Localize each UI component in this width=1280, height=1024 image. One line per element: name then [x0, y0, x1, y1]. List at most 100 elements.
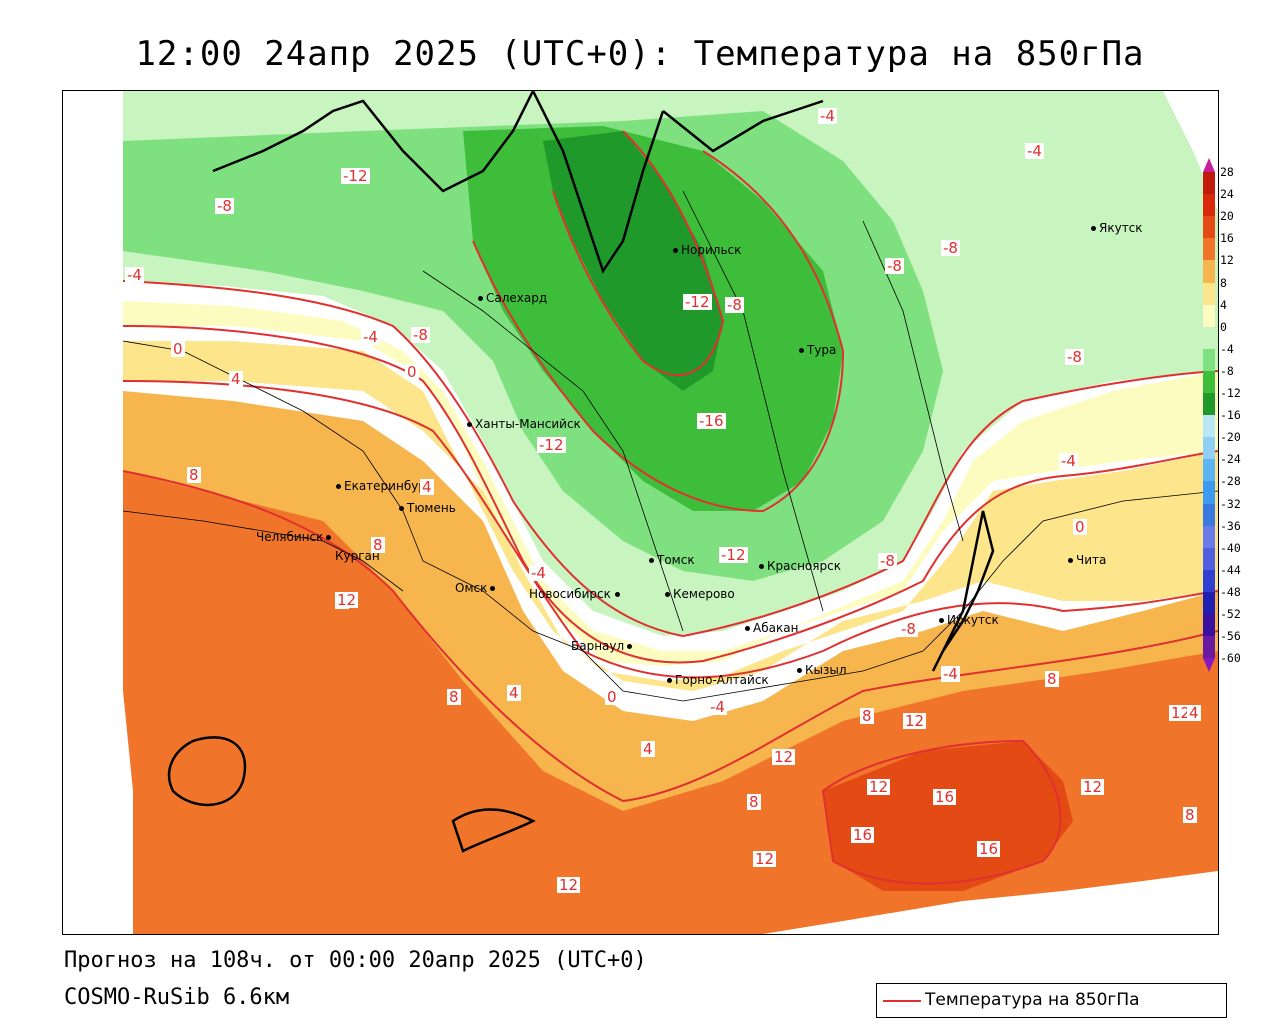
city-marker-icon — [939, 618, 944, 623]
contour-label: 16 — [933, 788, 957, 806]
contour-label: -12 — [719, 546, 748, 564]
contour-label: 8 — [187, 466, 201, 484]
colorbar-segment — [1203, 326, 1215, 350]
contour-label: -4 — [1059, 452, 1078, 470]
city-khanty-mansiysk: Ханты-Мансийск — [467, 417, 581, 431]
colorbar-max-arrow-icon — [1203, 158, 1215, 172]
legend-label: Температура на 850гПа — [925, 990, 1140, 1010]
city-chelyabinsk: Челябинск — [256, 530, 334, 544]
city-kyzyl: Кызыл — [797, 663, 847, 677]
colorbar-segment — [1203, 415, 1215, 438]
temperature-map[interactable]: Норильск Якутск Салехард Тура Ханты-Манс… — [62, 90, 1219, 935]
boundaries — [122, 190, 1218, 702]
colorbar-tick-label: 20 — [1220, 209, 1234, 224]
temperature-fill — [63, 91, 1218, 934]
colorbar-tick-label: -12 — [1220, 386, 1241, 400]
colorbar-segment — [1203, 172, 1215, 195]
map-canvas — [63, 91, 1218, 934]
contour-label: 12 — [753, 850, 777, 868]
contour-label: 4 — [420, 478, 434, 496]
contour-label: -4 — [125, 266, 144, 284]
contour-label: 16 — [977, 840, 1001, 858]
city-marker-icon — [797, 668, 802, 673]
colorbar-segment — [1203, 503, 1215, 527]
city-marker-icon — [627, 644, 633, 649]
city-marker-icon — [665, 592, 670, 597]
contour-label: -8 — [941, 239, 960, 257]
colorbar-tick-label: -60 — [1220, 651, 1241, 666]
city-tomsk: Томск — [649, 553, 695, 567]
city-marker-icon — [336, 484, 341, 489]
contour-lines — [122, 130, 1218, 885]
colorbar-segment — [1203, 370, 1215, 394]
city-marker-icon — [745, 626, 750, 631]
colorbar-tick-label: -52 — [1220, 607, 1241, 621]
contour-label: 8 — [860, 707, 874, 725]
colorbar-segment — [1203, 304, 1215, 328]
colorbar-segment — [1203, 636, 1215, 659]
contour-label: -4 — [1025, 142, 1044, 160]
contour-label: -12 — [537, 436, 566, 454]
contour-label: 12 — [557, 876, 581, 894]
city-novosibirsk: Новосибирск — [529, 587, 623, 601]
city-marker-icon — [490, 586, 496, 591]
contour-label: 8 — [1045, 670, 1059, 688]
colorbar-segment — [1203, 194, 1215, 217]
coastlines — [167, 91, 995, 853]
colorbar-tick-label: -8 — [1220, 363, 1234, 378]
city-kemerovo: Кемерово — [665, 587, 735, 601]
contour-label: -4 — [529, 564, 548, 582]
colorbar-tick-label: -24 — [1220, 452, 1241, 467]
colorbar-segment — [1203, 547, 1215, 571]
colorbar-segment — [1203, 393, 1215, 416]
colorbar-segment — [1203, 238, 1215, 261]
city-marker-icon — [799, 348, 804, 353]
contour-label: 12 — [335, 591, 359, 609]
colorbar-tick-label: -48 — [1220, 584, 1241, 599]
colorbar-segment — [1203, 216, 1215, 239]
colorbar-segment — [1203, 614, 1215, 637]
colorbar-min-arrow-icon — [1203, 658, 1215, 673]
contour-label: -4 — [818, 107, 837, 125]
contour-label: 12 — [903, 712, 927, 730]
contour-label: -8 — [215, 197, 234, 215]
legend-box: Температура на 850гПа — [876, 983, 1227, 1018]
colorbar-segment — [1203, 591, 1215, 615]
city-irkutsk: Иркутск — [939, 613, 999, 627]
city-marker-icon — [667, 678, 672, 683]
legend-line-icon — [883, 1000, 921, 1002]
city-marker-icon — [1068, 558, 1073, 563]
zone-plus16 — [823, 741, 1073, 891]
contour-label: 8 — [747, 793, 761, 811]
city-marker-icon — [399, 506, 404, 511]
contour-label: 0 — [1073, 518, 1087, 536]
colorbar-tick-label: 0 — [1220, 319, 1227, 334]
contour-label: 16 — [851, 826, 875, 844]
contour-label: 0 — [605, 688, 619, 706]
city-tura: Тура — [799, 343, 836, 357]
colorbar-tick-label: 8 — [1220, 275, 1227, 290]
colorbar-tick-label: 28 — [1220, 165, 1234, 179]
colorbar-tick-label: -44 — [1220, 562, 1241, 577]
colorbar-segment — [1203, 525, 1215, 549]
colorbar-tick-label: 24 — [1220, 187, 1234, 202]
contour-label: -8 — [1065, 348, 1084, 366]
contour-label: 8 — [447, 688, 461, 706]
city-gorno-altaysk: Горно-Алтайск — [667, 673, 769, 687]
city-abakan: Абакан — [745, 621, 798, 635]
colorbar-tick-label: -4 — [1220, 341, 1234, 356]
contour-label: 8 — [371, 536, 385, 554]
contour-label: -8 — [885, 257, 904, 275]
city-marker-icon — [673, 248, 678, 253]
city-marker-icon — [326, 535, 332, 540]
no-data-ne — [1163, 91, 1218, 211]
colorbar-segment — [1203, 481, 1215, 504]
colorbar-tick-label: 12 — [1220, 253, 1234, 268]
city-yakutsk: Якутск — [1091, 221, 1143, 235]
contour-label: -12 — [341, 167, 370, 185]
city-krasnoyarsk: Красноярск — [759, 559, 841, 573]
contour-label: 4 — [641, 740, 655, 758]
colorbar-tick-label: 16 — [1220, 231, 1234, 246]
contour-label: 8 — [1183, 806, 1197, 824]
colorbar-tick-label: -56 — [1220, 629, 1241, 644]
